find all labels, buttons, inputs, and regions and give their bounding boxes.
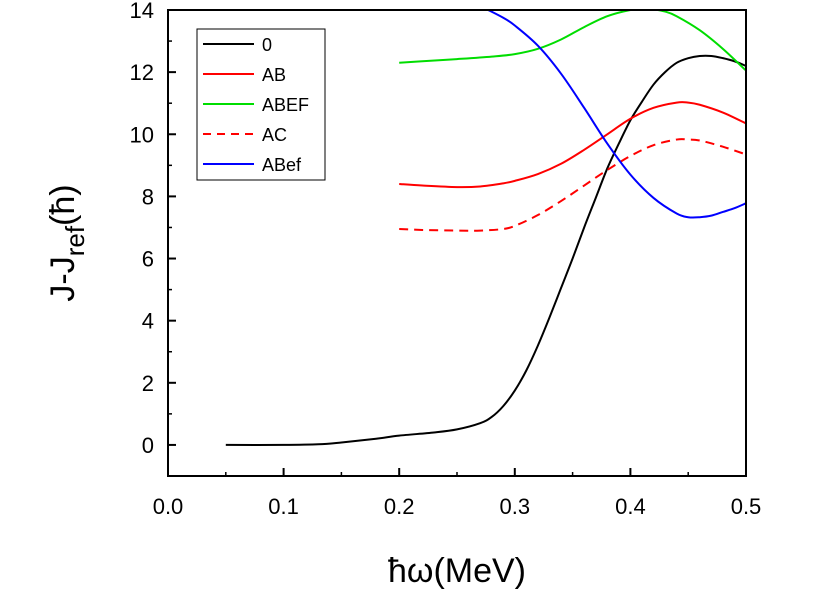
x-tick-label: 0.0 [153, 494, 184, 519]
x-axis: 0.0 0.1 0.2 0.3 0.4 0.5 [153, 468, 762, 519]
legend-label: AC [262, 125, 287, 145]
x-axis-title: ħω(MeV) [388, 552, 526, 590]
y-tick-label: 12 [130, 60, 154, 85]
legend: 0 AB ABEF AC ABef [196, 28, 326, 181]
legend-label: ABef [262, 155, 302, 175]
series-line-ABef [487, 10, 746, 219]
y-tick-label: 6 [142, 247, 154, 272]
legend-label: 0 [262, 35, 272, 55]
y-axis-title-subscript: ref [60, 225, 90, 256]
series-layer [225, 10, 746, 446]
y-axis: 0 2 4 6 8 10 12 14 [130, 0, 176, 477]
y-tick-label: 4 [142, 309, 154, 334]
y-tick-label: 10 [130, 122, 154, 147]
y-axis-title-main: J-J [44, 256, 82, 301]
series-line-AB [399, 101, 746, 189]
y-axis-title: J-Jref(ħ) [44, 184, 90, 301]
series-line-AC [399, 138, 746, 232]
y-tick-label: 8 [142, 184, 154, 209]
x-tick-label: 0.5 [731, 494, 762, 519]
series-line-0 [225, 54, 746, 446]
y-tick-label: 14 [130, 0, 154, 23]
x-tick-label: 0.1 [268, 494, 299, 519]
series-line-ABEF [399, 10, 746, 72]
y-tick-label: 0 [142, 433, 154, 458]
legend-label: ABEF [262, 95, 309, 115]
y-tick-label: 2 [142, 371, 154, 396]
x-tick-label: 0.4 [615, 494, 646, 519]
y-axis-title-unit: (ħ) [44, 184, 82, 226]
legend-label: AB [262, 65, 286, 85]
x-tick-label: 0.2 [384, 494, 415, 519]
x-tick-label: 0.3 [500, 494, 531, 519]
